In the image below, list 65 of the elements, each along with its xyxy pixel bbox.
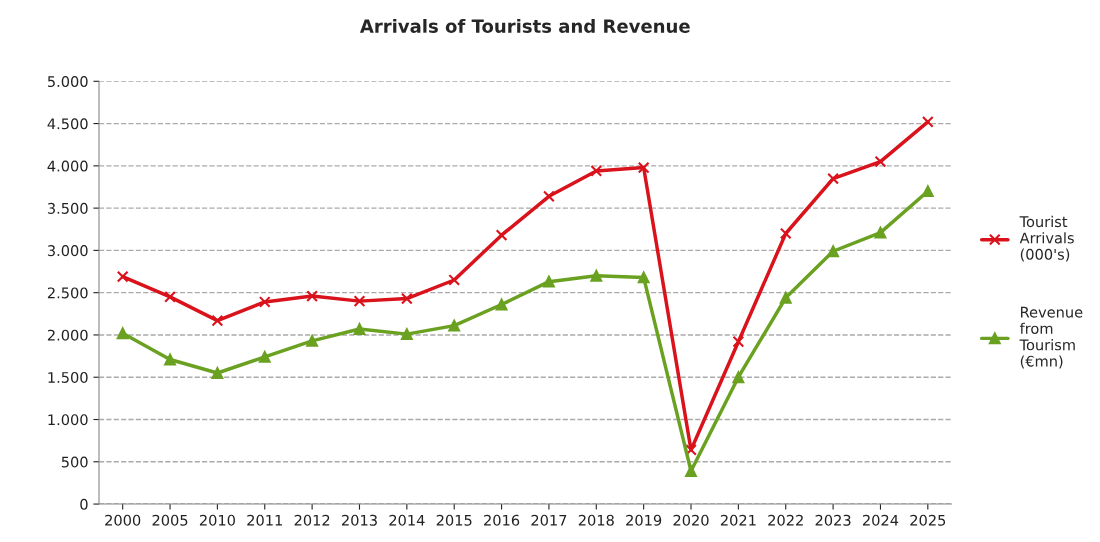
point	[827, 245, 839, 258]
point	[306, 334, 319, 347]
point	[874, 226, 887, 239]
y-tick-label: 1.000	[48, 414, 88, 426]
point	[448, 319, 461, 332]
point	[779, 291, 792, 304]
x-tick-label: 2025	[910, 514, 946, 526]
point	[164, 291, 176, 303]
point	[827, 172, 839, 185]
point	[116, 327, 129, 340]
x-tick-label: 2015	[436, 514, 472, 526]
point	[685, 465, 697, 477]
point	[543, 190, 555, 203]
point	[732, 371, 745, 384]
x-tick-label: 2012	[294, 514, 330, 526]
x-tick-label: 2005	[152, 514, 188, 526]
point	[637, 161, 650, 174]
legend-label: Revenue from Tourism (€mn)	[1019, 306, 1083, 369]
x-tick-label: 2017	[531, 514, 567, 526]
x-tick-label: 2014	[389, 514, 425, 526]
point	[495, 298, 508, 311]
x-tick-label: 2021	[720, 514, 756, 526]
x-tick-label: 2022	[768, 514, 803, 526]
x-tick-label: 2019	[626, 514, 662, 526]
point	[400, 292, 413, 305]
y-tick-label: 4.000	[47, 160, 88, 172]
y-tick-label: 2.000	[47, 329, 88, 341]
y-tick-label: 3.500	[47, 202, 88, 214]
y-tick-label: 2.500	[47, 287, 88, 299]
y-tick-label: 3.000	[47, 245, 88, 257]
x-tick-label: 2020	[673, 514, 709, 526]
point	[637, 271, 650, 284]
x-tick-label: 2023	[815, 514, 851, 526]
x-tick-label: 2013	[342, 514, 377, 526]
point	[353, 295, 366, 308]
point	[211, 314, 224, 327]
point	[590, 165, 603, 177]
x-tick-label: 2010	[199, 514, 235, 526]
y-tick-label: 1.500	[48, 371, 88, 383]
point	[116, 270, 129, 283]
x-tick-label: 2016	[484, 514, 520, 526]
y-tick-label: 5.000	[47, 76, 88, 88]
y-tick-label: 4.500	[47, 118, 88, 130]
point	[732, 335, 745, 348]
point	[779, 227, 792, 240]
point	[211, 367, 224, 379]
x-tick-label: 2018	[578, 514, 614, 526]
x-tick-label: 2024	[862, 514, 899, 526]
chart-title: Arrivals of Tourists and Revenue	[359, 18, 690, 33]
legend-label: Tourist Arrivals (000's)	[1019, 215, 1074, 262]
point	[495, 229, 508, 242]
y-tick-label: 500	[61, 456, 88, 468]
point	[306, 290, 319, 302]
y-tick-label: 0	[80, 498, 88, 510]
point	[921, 115, 934, 128]
x-tick-label: 2011	[247, 514, 282, 526]
point	[685, 444, 697, 456]
point	[448, 274, 461, 286]
point	[400, 328, 413, 341]
point	[258, 296, 271, 308]
point	[590, 269, 603, 282]
point	[543, 275, 555, 288]
x-tick-label: 2000	[105, 514, 141, 526]
point	[164, 353, 176, 366]
point	[874, 155, 887, 168]
